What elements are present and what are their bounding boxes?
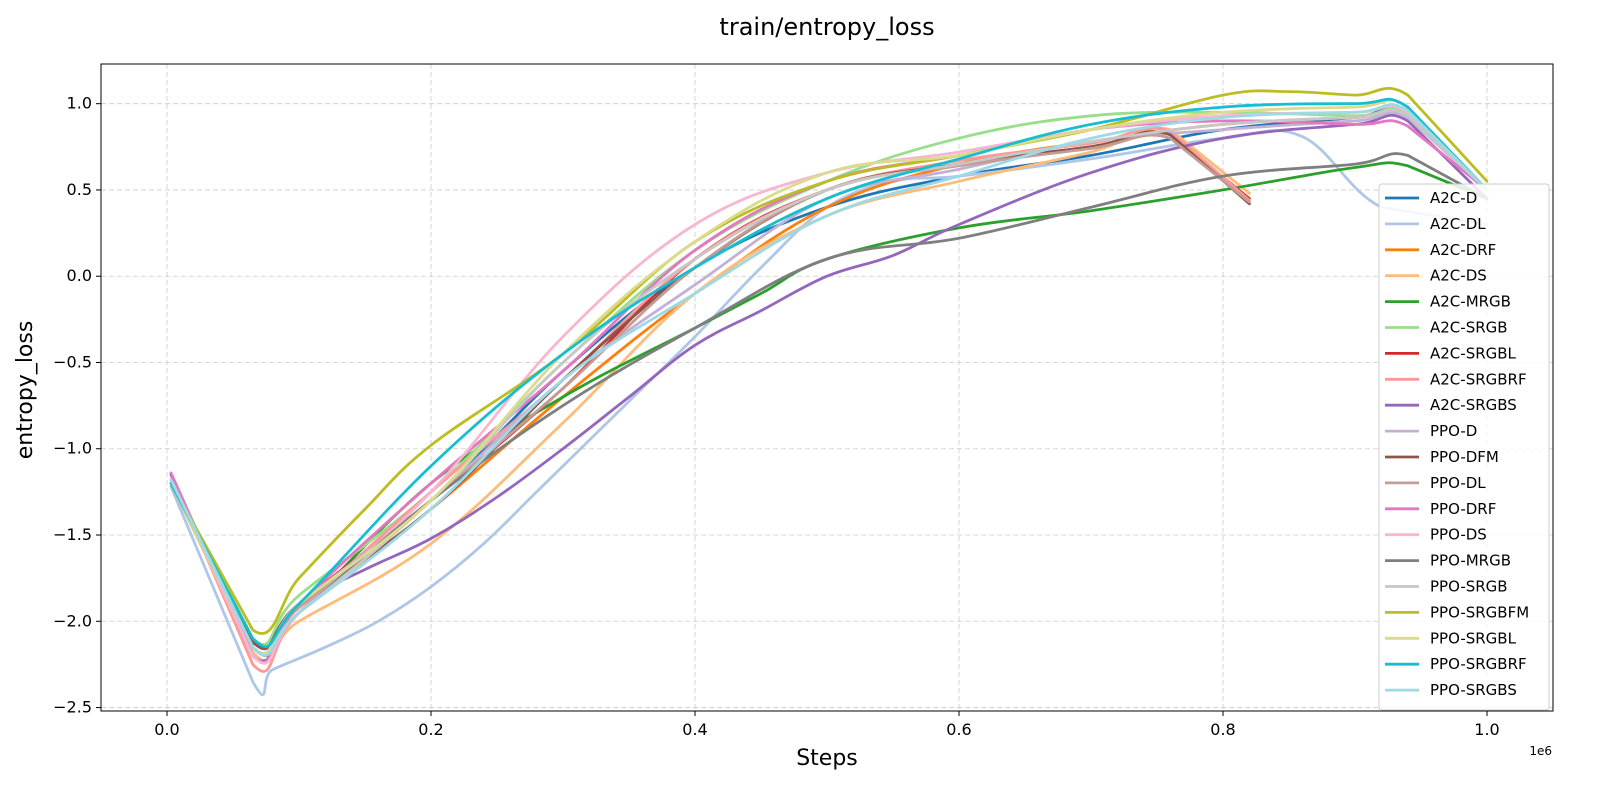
x-axis-scale-label: 1e6	[1529, 744, 1552, 758]
y-tick-label: −0.5	[53, 352, 92, 371]
legend-label-ppo-dfm: PPO-DFM	[1430, 448, 1499, 466]
legend-label-a2c-srgbl: A2C-SRGBL	[1430, 344, 1517, 362]
legend-label-a2c-mrgb: A2C-MRGB	[1430, 293, 1511, 311]
axis-ticks: 0.0 0.2 0.4 0.6 0.8 1.0 −2.5 −2.0 −1.5 −1.0 −0.5 0.…	[53, 94, 1500, 739]
series-line-ppo-srgbfm	[169, 86, 1489, 635]
y-tick-label: −1.5	[53, 525, 92, 544]
legend-label-ppo-srgbrf: PPO-SRGBRF	[1430, 655, 1527, 673]
legend-label-a2c-srgbs: A2C-SRGBS	[1430, 396, 1517, 414]
legend-label-ppo-d: PPO-D	[1430, 422, 1477, 440]
y-tick-label: 0.0	[67, 266, 92, 285]
legend-label-ppo-srgbs: PPO-SRGBS	[1430, 681, 1517, 699]
y-tick-label: 1.0	[67, 94, 92, 113]
series-line-a2c-srgbrf	[169, 126, 1251, 673]
x-tick-label: 1.0	[1474, 720, 1499, 739]
y-tick-label: −2.5	[53, 698, 92, 717]
legend-label-a2c-d: A2C-D	[1430, 189, 1477, 207]
legend: A2C-D A2C-DL A2C-DRF A2C-DS A2C-MRGB A2C-SRGB…	[1378, 183, 1550, 711]
legend-label-a2c-srgbrf: A2C-SRGBRF	[1430, 370, 1527, 388]
chart-title: train/entropy_loss	[719, 13, 934, 41]
series-line-ppo-srgbl	[169, 98, 1489, 655]
legend-label-a2c-drf: A2C-DRF	[1430, 241, 1496, 259]
legend-label-ppo-srgb: PPO-SRGB	[1430, 578, 1508, 596]
x-tick-label: 0.8	[1210, 720, 1235, 739]
plot-frame	[100, 63, 1554, 712]
legend-label-ppo-ds: PPO-DS	[1430, 526, 1487, 544]
x-tick-label: 0.6	[946, 720, 971, 739]
series-line-ppo-srgbs	[169, 103, 1489, 657]
grid	[101, 64, 1553, 711]
y-tick-label: −2.0	[53, 611, 92, 630]
series-line-ppo-srgb	[169, 108, 1489, 657]
series-line-a2c-drf	[169, 108, 1489, 657]
legend-label-a2c-ds: A2C-DS	[1430, 267, 1487, 285]
series-line-a2c-srgb	[169, 107, 1489, 646]
series-line-ppo-mrgb	[169, 152, 1489, 657]
y-tick-label: 0.5	[67, 180, 92, 199]
series-line-ppo-drf	[169, 119, 1489, 664]
legend-box	[1378, 183, 1550, 711]
series-line-ppo-srgbrf	[169, 97, 1489, 649]
series-line-a2c-mrgb	[169, 161, 1489, 658]
x-axis-label: Steps	[796, 746, 858, 771]
series-lines	[169, 86, 1489, 697]
legend-label-ppo-srgbl: PPO-SRGBL	[1430, 629, 1517, 647]
legend-label-a2c-srgb: A2C-SRGB	[1430, 319, 1508, 337]
x-tick-label: 0.4	[682, 720, 707, 739]
x-tick-label: 0.2	[418, 720, 443, 739]
legend-label-ppo-drf: PPO-DRF	[1430, 500, 1496, 518]
legend-label-ppo-mrgb: PPO-MRGB	[1430, 552, 1511, 570]
y-axis-label: entropy_loss	[13, 321, 38, 460]
legend-label-ppo-dl: PPO-DL	[1430, 474, 1486, 492]
legend-label-a2c-dl: A2C-DL	[1430, 215, 1486, 233]
x-tick-label: 0.0	[154, 720, 179, 739]
y-tick-label: −1.0	[53, 439, 92, 458]
legend-label-ppo-srgbfm: PPO-SRGBFM	[1430, 603, 1529, 621]
series-line-ppo-d	[169, 111, 1489, 655]
